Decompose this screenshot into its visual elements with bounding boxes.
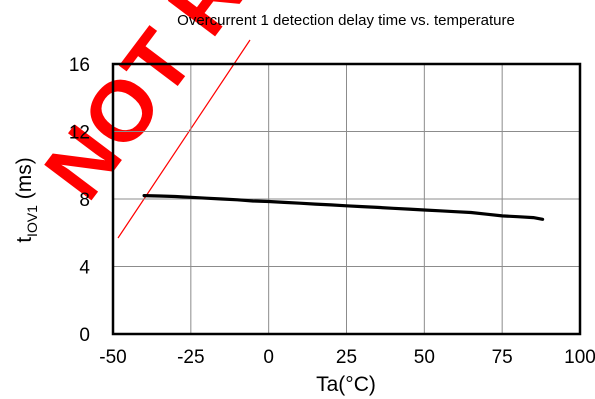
y-axis-label-main: t — [13, 237, 36, 243]
data-point — [190, 196, 192, 199]
data-point — [283, 201, 286, 204]
x-tick-labels: -50 -25 0 25 50 75 100 — [99, 347, 595, 368]
data-point — [252, 200, 254, 202]
grid — [113, 64, 580, 334]
y-axis-label-subscript: IOV1 — [24, 205, 40, 237]
data-point — [485, 213, 488, 215]
data-point — [376, 206, 379, 209]
data-point — [174, 195, 177, 198]
data-point — [407, 208, 410, 210]
y-tick-label: 4 — [79, 258, 90, 279]
y-tick-label: 8 — [79, 190, 90, 211]
data-point — [330, 204, 332, 206]
watermark-strike — [117, 39, 251, 239]
data-point — [392, 207, 395, 210]
x-tick-label: -50 — [99, 347, 126, 368]
data-point — [516, 215, 519, 218]
watermark-text: NOT REC — [27, 0, 337, 216]
data-point — [143, 194, 145, 197]
x-tick-label: 25 — [336, 347, 357, 368]
data-point — [470, 211, 472, 214]
y-tick-label: 16 — [69, 55, 90, 76]
y-axis-label-unit: (ms) — [13, 157, 36, 205]
y-tick-label: 0 — [79, 325, 90, 346]
data-point — [205, 197, 208, 199]
x-tick-label: 75 — [492, 347, 513, 368]
series-layer — [142, 194, 545, 221]
y-tick-labels: 0 4 8 12 16 — [69, 55, 91, 346]
chart-title: Overcurrent 1 detection delay time vs. t… — [177, 12, 515, 29]
data-point — [221, 198, 223, 200]
data-point — [501, 215, 503, 217]
plot-frame — [111, 62, 582, 336]
data-point — [267, 200, 270, 203]
data-point — [454, 210, 457, 213]
x-tick-label: 0 — [263, 347, 274, 368]
data-point — [158, 195, 161, 197]
y-tick-label: 12 — [69, 123, 90, 144]
x-tick-label: 50 — [414, 347, 435, 368]
data-point — [345, 204, 348, 207]
data-point — [439, 210, 441, 212]
x-tick-label: -25 — [177, 347, 204, 368]
data-point — [532, 216, 535, 219]
x-tick-label: 100 — [564, 347, 595, 368]
data-point — [236, 199, 239, 201]
data-point — [361, 205, 363, 208]
x-axis-label: Ta(°C) — [316, 373, 376, 396]
data-point — [423, 209, 426, 211]
data-point — [314, 203, 317, 205]
data-point — [541, 218, 544, 221]
data-point — [299, 202, 301, 205]
y-axis-label: tIOV1 (ms) — [13, 157, 40, 243]
